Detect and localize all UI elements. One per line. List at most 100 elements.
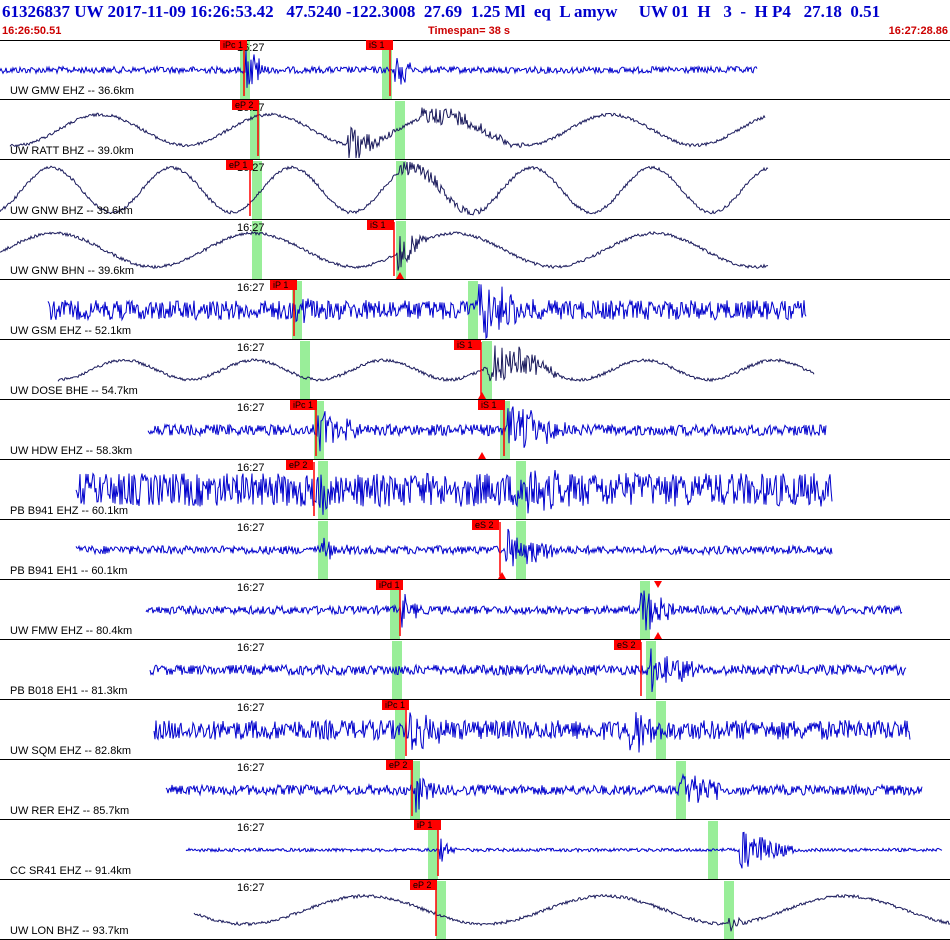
- arrival-window: [436, 881, 446, 939]
- arrival-window: [390, 581, 400, 639]
- arrival-window: [250, 101, 260, 159]
- trace-row[interactable]: 16:27 iP 1 CC SR41 EHZ -- 91.4km: [0, 820, 950, 880]
- station-label: UW RATT BHZ -- 39.0km: [10, 145, 134, 157]
- minute-tick-label: 16:27: [237, 582, 265, 594]
- minute-tick-label: 16:27: [237, 642, 265, 654]
- trace-row[interactable]: 16:27 iS 1 UW GNW BHN -- 39.6km: [0, 220, 950, 280]
- phase-pick-flag[interactable]: [290, 400, 317, 410]
- arrival-window: [252, 161, 262, 219]
- pick-marker-icon: [498, 572, 506, 579]
- trace-row[interactable]: 16:27 eS 2 PB B018 EH1 -- 81.3km: [0, 640, 950, 700]
- phase-pick-flag[interactable]: [472, 520, 499, 530]
- phase-pick-flag[interactable]: [478, 400, 505, 410]
- phase-pick-label: iP 1: [273, 280, 288, 290]
- arrival-window: [392, 641, 402, 699]
- pick-marker-icon: [478, 452, 486, 459]
- arrival-window: [318, 461, 328, 519]
- station-label: PB B941 EH1 -- 60.1km: [10, 565, 127, 577]
- trace-row[interactable]: 16:27 iPd 1 UW FMW EHZ -- 80.4km: [0, 580, 950, 640]
- trace-row[interactable]: 16:27 eP 2 UW LON BHZ -- 93.7km: [0, 880, 950, 940]
- minute-tick-label: 16:27: [237, 702, 265, 714]
- phase-pick-flag[interactable]: [270, 280, 297, 290]
- phase-pick-label: iPd 1: [379, 580, 400, 590]
- station-label: CC SR41 EHZ -- 91.4km: [10, 865, 131, 877]
- station-label: UW GNW BHZ -- 39.6km: [10, 205, 133, 217]
- trace-row[interactable]: 16:27 eS 2 PB B941 EH1 -- 60.1km: [0, 520, 950, 580]
- waveform-trace: [9, 107, 766, 159]
- arrival-window: [252, 221, 262, 279]
- phase-pick-label: iS 1: [369, 40, 385, 50]
- pick-marker-icon: [654, 581, 662, 588]
- waveform-trace: [0, 230, 769, 271]
- station-label: PB B018 EH1 -- 81.3km: [10, 685, 127, 697]
- minute-tick-label: 16:27: [237, 342, 265, 354]
- phase-pick-flag[interactable]: [226, 160, 253, 170]
- phase-pick-flag[interactable]: [614, 640, 641, 650]
- station-label: UW LON BHZ -- 93.7km: [10, 925, 129, 937]
- phase-pick-flag[interactable]: [286, 460, 313, 470]
- minute-tick-label: 16:27: [237, 402, 265, 414]
- phase-pick-label: iS 1: [481, 400, 497, 410]
- phase-pick-flag[interactable]: [454, 340, 481, 350]
- arrival-window: [656, 701, 666, 759]
- minute-tick-label: 16:27: [237, 282, 265, 294]
- phase-pick-flag[interactable]: [232, 100, 259, 110]
- arrival-window: [724, 881, 734, 939]
- phase-pick-flag[interactable]: [382, 700, 409, 710]
- arrival-window: [395, 101, 405, 159]
- minute-tick-label: 16:27: [237, 462, 265, 474]
- phase-pick-label: iPc 1: [385, 700, 405, 710]
- phase-pick-label: eP 1: [229, 160, 247, 170]
- waveform-trace: [75, 528, 833, 567]
- phase-pick-flag[interactable]: [376, 580, 403, 590]
- phase-pick-label: eS 2: [617, 640, 636, 650]
- seismogram-panel[interactable]: 16:27 iPc 1 iS 1 UW GMW EHZ -- 36.6km 16:27 e…: [0, 40, 950, 940]
- trace-row[interactable]: 16:27 eP 2 UW RER EHZ -- 85.7km: [0, 760, 950, 820]
- trace-row[interactable]: 16:27 eP 2 PB B941 EHZ -- 60.1km: [0, 460, 950, 520]
- arrival-window: [292, 281, 302, 339]
- phase-pick-flag[interactable]: [366, 40, 393, 50]
- arrival-window: [708, 821, 718, 879]
- event-header: 61326837 UW 2017-11-09 16:26:53.42 47.52…: [0, 0, 950, 41]
- waveform-trace: [57, 345, 815, 383]
- waveform-trace: [145, 590, 903, 631]
- trace-row[interactable]: 16:27 iS 1 UW DOSE BHE -- 54.7km: [0, 340, 950, 400]
- trace-row[interactable]: 16:27 iP 1 UW GSM EHZ -- 52.1km: [0, 280, 950, 340]
- arrival-window: [468, 281, 478, 339]
- phase-pick-flag[interactable]: [386, 760, 413, 770]
- arrival-window: [395, 701, 405, 759]
- phase-pick-label: eP 2: [389, 760, 407, 770]
- station-label: UW HDW EHZ -- 58.3km: [10, 445, 132, 457]
- waveform-trace: [47, 283, 807, 340]
- phase-pick-label: iPc 1: [293, 400, 313, 410]
- station-label: UW RER EHZ -- 85.7km: [10, 805, 129, 817]
- station-label: UW DOSE BHE -- 54.7km: [10, 385, 138, 397]
- arrival-window: [676, 761, 686, 819]
- phase-pick-flag[interactable]: [414, 820, 441, 830]
- phase-pick-label: iPc 1: [223, 40, 243, 50]
- trace-row[interactable]: 16:27 iPc 1 UW SQM EHZ -- 82.8km: [0, 700, 950, 760]
- waveform-trace: [149, 648, 907, 693]
- arrival-window: [396, 161, 406, 219]
- phase-pick-label: iP 1: [417, 820, 432, 830]
- phase-pick-label: eP 2: [413, 880, 431, 890]
- station-label: UW SQM EHZ -- 82.8km: [10, 745, 131, 757]
- waveform-trace: [153, 712, 911, 753]
- waveform-trace: [165, 773, 923, 813]
- station-label: PB B941 EHZ -- 60.1km: [10, 505, 128, 517]
- phase-pick-flag[interactable]: [367, 220, 394, 230]
- phase-pick-flag[interactable]: [410, 880, 437, 890]
- phase-pick-label: iS 1: [370, 220, 386, 230]
- start-time-label: 16:26:50.51: [2, 25, 62, 37]
- station-label: UW GMW EHZ -- 36.6km: [10, 85, 134, 97]
- waveform-trace: [193, 893, 950, 932]
- end-time-label: 16:27:28.86: [888, 25, 948, 37]
- trace-row[interactable]: 16:27 iPc 1 iS 1 UW HDW EHZ -- 58.3km: [0, 400, 950, 460]
- arrival-window: [516, 461, 526, 519]
- phase-pick-flag[interactable]: [220, 40, 247, 50]
- station-label: UW GNW BHN -- 39.6km: [10, 265, 134, 277]
- waveform-trace: [75, 470, 833, 515]
